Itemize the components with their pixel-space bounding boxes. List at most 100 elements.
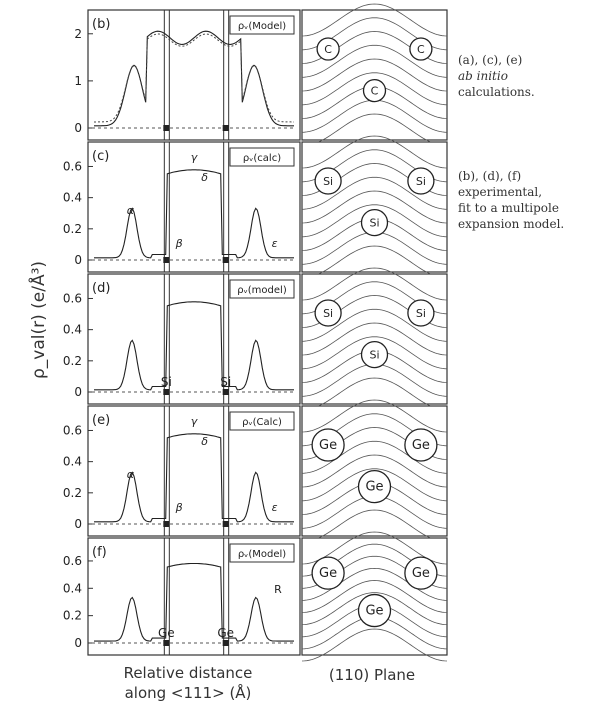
contour-line <box>301 245 448 279</box>
atom-circle <box>409 37 433 61</box>
legend-box <box>229 411 295 431</box>
atom-marker <box>222 389 229 395</box>
y-tick-label: 0 <box>74 636 82 650</box>
y-tick-label: 0.2 <box>63 354 82 368</box>
greek-label: ε <box>272 501 278 514</box>
panel-f: 0 0.2 0.4 0.6 (f) ρᵥ(Model) Ge Ge R <box>63 537 301 656</box>
panel-tag: (e) <box>92 413 110 428</box>
contour-line <box>301 308 448 342</box>
y-tick-label: 0.4 <box>63 581 82 595</box>
caption-ab-initio-line1: (a), (c), (e) <box>458 53 523 67</box>
contour-maps: C C C Si Si Si Si Si Si Ge Ge Ge Ge Ge Ge <box>301 3 448 662</box>
contour-line <box>301 176 448 210</box>
atom-circle <box>404 556 438 590</box>
density-curve <box>94 30 294 127</box>
panel-frame <box>87 141 301 273</box>
greek-label: β <box>175 237 183 250</box>
density-curve <box>94 562 294 642</box>
y-axis-label: ρ_val(r) (e/Å³) <box>27 261 49 379</box>
atom-marker <box>163 640 170 646</box>
contour-map-c: Si Si Si <box>301 135 448 279</box>
caption-ab-initio-line3: calculations. <box>458 85 535 99</box>
plane-label: (110) Plane <box>329 666 415 684</box>
contour-line <box>301 267 448 301</box>
greek-label: ε <box>272 237 278 250</box>
caption-ab-initio-line2: ab initio <box>458 69 508 83</box>
greek-label: α <box>127 468 135 481</box>
atom-symbol: Ge <box>319 566 337 581</box>
density-curve <box>94 169 294 259</box>
atom-symbol: Si <box>416 307 426 320</box>
y-tick-label: 2 <box>74 27 82 41</box>
contour-line <box>301 592 448 625</box>
caption-experimental-line2: experimental, <box>458 185 543 199</box>
line-profile-plots: 012(b) ρᵥ(Model)00.20.40.6(c) ρᵥ(calc)αβγδ… <box>63 9 301 656</box>
panel-frame <box>87 405 301 537</box>
atom-symbol: Si <box>323 175 333 188</box>
contour-line <box>301 628 448 662</box>
y-tick-label: 0.6 <box>63 291 82 305</box>
atom-symbol: Si <box>369 349 379 362</box>
y-tick-label: 0 <box>74 253 82 267</box>
atom-marker <box>163 125 170 131</box>
contour-line <box>301 454 448 488</box>
contour-line <box>301 113 448 147</box>
greek-label: δ <box>201 435 208 448</box>
contour-line <box>301 72 448 106</box>
extra-label: R <box>274 583 282 596</box>
contour-line <box>301 135 448 169</box>
x-axis-label-line1: Relative distance <box>124 664 253 682</box>
atom-marker <box>163 257 170 263</box>
contour-line <box>301 509 448 543</box>
y-tick-label: 0.2 <box>63 486 82 500</box>
atom-symbol: Ge <box>365 480 383 495</box>
y-tick-label: 0.4 <box>63 323 82 337</box>
contour-line <box>301 3 448 37</box>
greek-label: α <box>127 204 135 217</box>
caption-experimental-line3: fit to a multipole <box>458 201 559 215</box>
contour-line <box>301 377 448 411</box>
legend-label: ρᵥ(Model) <box>238 549 286 560</box>
caption-experimental-line1: (b), (d), (f) <box>458 169 522 183</box>
y-tick-label: 0.4 <box>63 455 82 469</box>
atom-circle <box>311 428 345 462</box>
atom-circle <box>314 167 342 195</box>
contour-line <box>301 468 448 502</box>
greek-label: γ <box>191 415 198 428</box>
atom-marker <box>163 389 170 395</box>
atom-marker <box>222 640 229 646</box>
contour-map-e: Ge Ge Ge <box>301 399 448 543</box>
legend-label: ρᵥ(model) <box>237 285 287 296</box>
contour-line <box>301 531 448 565</box>
legend-label: ρᵥ(Model) <box>238 21 286 32</box>
atom-label: Ge <box>158 626 175 640</box>
atom-symbol: C <box>417 43 425 56</box>
density-curve-dotted <box>94 33 294 123</box>
panel-frame <box>87 9 301 141</box>
atom-circle <box>357 469 392 504</box>
panel-tag: (f) <box>92 545 107 560</box>
contour-line <box>301 399 448 433</box>
atom-marker <box>163 521 170 527</box>
y-tick-label: 0.2 <box>63 609 82 623</box>
atom-label: Si <box>220 375 231 389</box>
atom-symbol: C <box>324 43 332 56</box>
panel-tag: (c) <box>92 149 109 164</box>
y-tick-label: 1 <box>74 74 82 88</box>
contour-line <box>301 204 448 238</box>
panel-d: 0 0.2 0.4 0.6 (d) ρᵥ(model) Si Si <box>63 273 301 405</box>
y-tick-label: 0.2 <box>63 222 82 236</box>
contour-line <box>301 440 448 474</box>
contour-line <box>301 58 448 92</box>
atom-label: Si <box>161 375 172 389</box>
caption-experimental: (b), (d), (f) experimental, fit to a mul… <box>458 168 564 232</box>
atom-circle <box>407 299 435 327</box>
atom-symbol: Ge <box>412 566 430 581</box>
legend-box <box>229 147 295 167</box>
atom-circle <box>314 299 342 327</box>
atom-symbol: Si <box>369 217 379 230</box>
atom-circle <box>407 167 435 195</box>
y-tick-label: 0.6 <box>63 159 82 173</box>
atom-circle <box>360 340 389 369</box>
atom-symbol: Si <box>416 175 426 188</box>
